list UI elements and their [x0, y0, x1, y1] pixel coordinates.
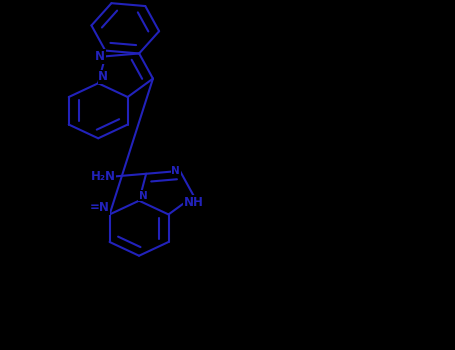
Text: NH: NH — [184, 196, 204, 209]
Text: N: N — [95, 50, 105, 63]
Text: N: N — [139, 191, 148, 201]
Text: N: N — [98, 70, 108, 83]
Text: =N: =N — [90, 202, 110, 215]
Text: H₂N: H₂N — [91, 170, 116, 183]
Text: N: N — [171, 166, 180, 176]
